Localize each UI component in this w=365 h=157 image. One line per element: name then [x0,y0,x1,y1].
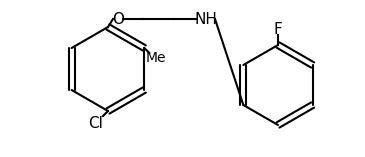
Text: O: O [112,11,124,27]
Text: F: F [274,22,283,38]
Text: Cl: Cl [89,116,103,130]
Text: Me: Me [146,51,167,65]
Text: NH: NH [195,11,218,27]
